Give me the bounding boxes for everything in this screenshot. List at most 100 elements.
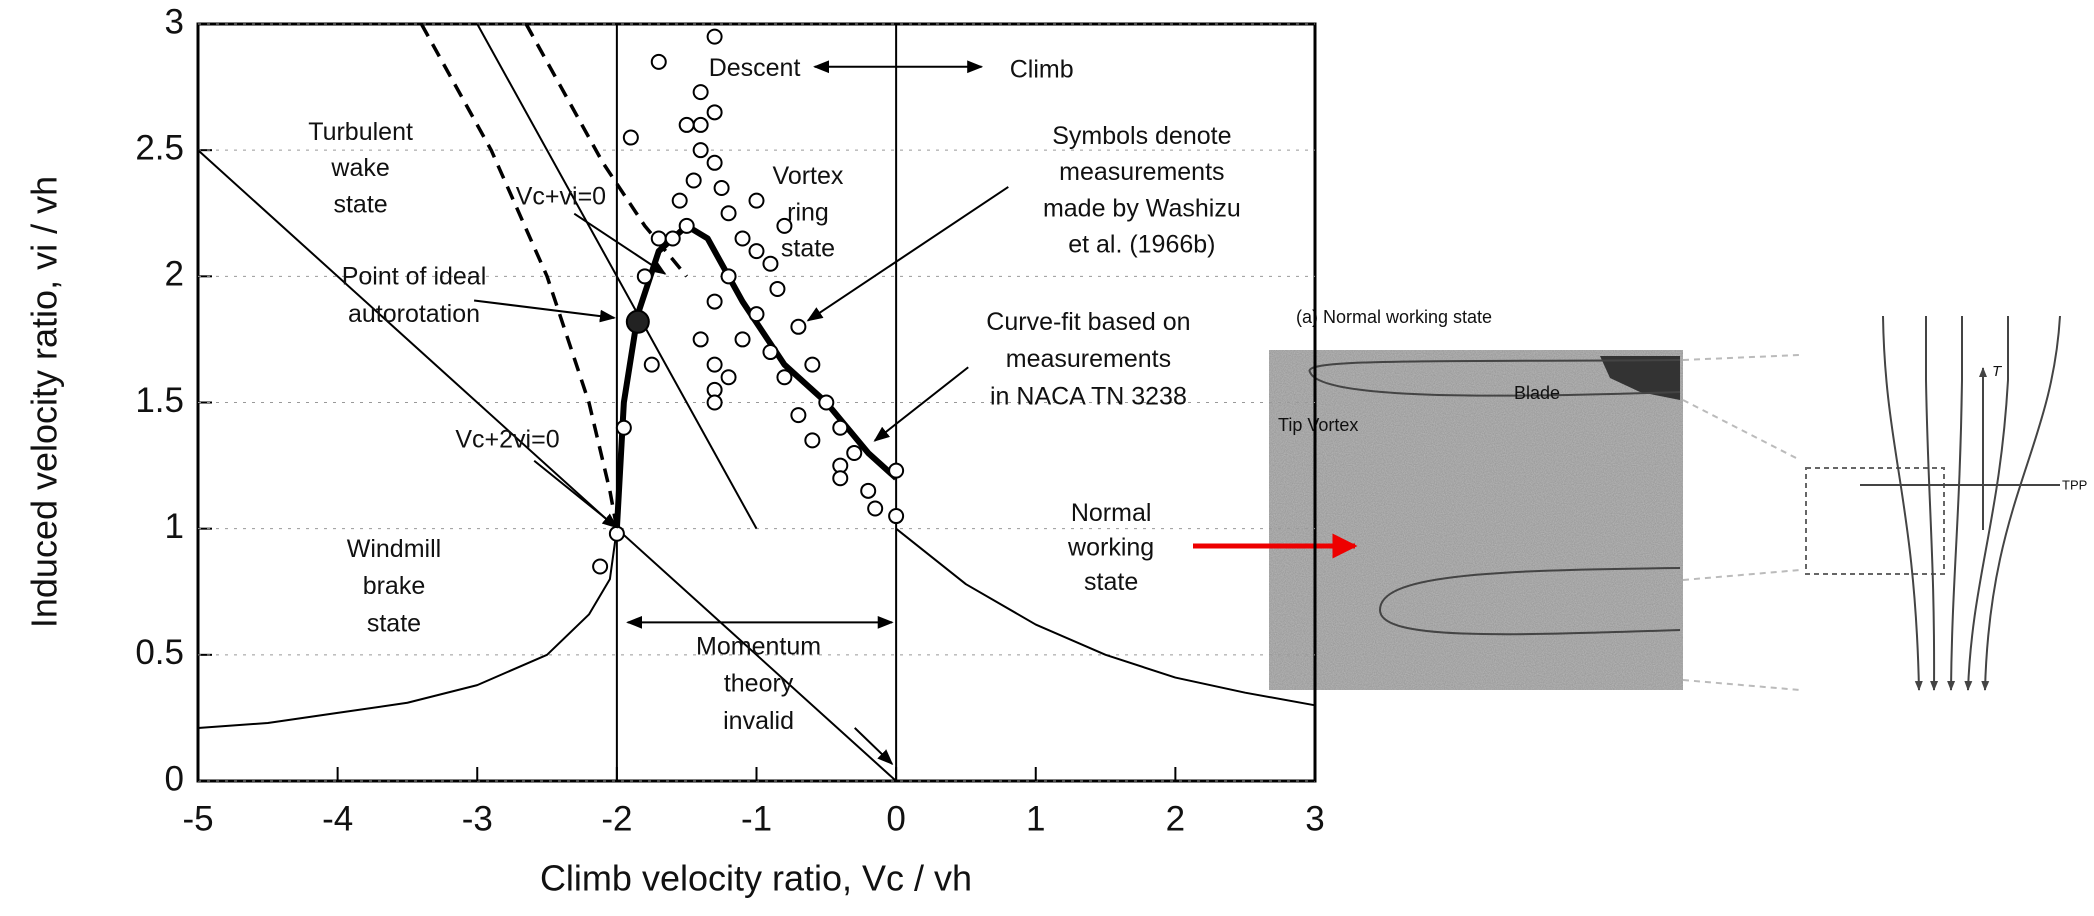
annotation: Curve-fit based on	[986, 308, 1190, 336]
streamline-diagram	[1805, 315, 2061, 691]
data-point	[692, 84, 709, 101]
annotation: invalid	[723, 707, 794, 735]
data-point	[706, 104, 723, 121]
annotation: Symbols denote	[1052, 122, 1231, 150]
data-point	[608, 525, 625, 542]
zoom-line	[1682, 679, 1801, 691]
photo-caption: (a) Normal working state	[1296, 307, 1492, 327]
data-point	[776, 217, 793, 234]
vortex-curve	[1378, 567, 1681, 636]
annotation: measurements	[1006, 345, 1171, 373]
annotation: in NACA TN 3238	[990, 383, 1187, 411]
x-tick-label: -2	[601, 799, 632, 838]
data-point	[685, 172, 702, 189]
annotation: Windmill	[347, 535, 441, 563]
annotation-arrow	[806, 186, 1009, 322]
data-point	[720, 205, 737, 222]
data-point	[664, 230, 681, 247]
x-tick-label: 1	[1026, 799, 1045, 838]
curve	[613, 222, 899, 529]
y-tick-label: 0	[165, 759, 184, 798]
streamline	[1882, 315, 1923, 691]
annotation: Momentum	[696, 632, 821, 660]
data-point	[790, 407, 807, 424]
y-tick-label: 1.5	[135, 381, 184, 420]
annotation: made by Washizu	[1043, 194, 1241, 222]
annotation: Descent	[709, 54, 801, 82]
annotation-arrow	[854, 727, 894, 766]
x-tick-label: -1	[741, 799, 772, 838]
annotation: autorotation	[348, 300, 480, 328]
data-point	[692, 331, 709, 348]
x-tick-label: 2	[1166, 799, 1185, 838]
annotation: Turbulent	[308, 118, 413, 146]
streamline	[1947, 316, 1963, 691]
curve	[419, 23, 619, 529]
data-point	[720, 268, 737, 285]
data-point	[650, 53, 667, 70]
data-point	[636, 268, 653, 285]
data-point	[748, 306, 765, 323]
curve	[197, 528, 618, 730]
data-point	[867, 500, 884, 517]
zoom-line	[1682, 569, 1801, 581]
annotation: brake	[363, 572, 426, 600]
data-point	[762, 255, 779, 272]
data-point	[804, 432, 821, 449]
photo-label: Blade	[1514, 383, 1560, 403]
annotation: ring	[787, 198, 829, 226]
data-point	[804, 356, 821, 373]
data-point	[860, 482, 877, 499]
annotation: state	[333, 190, 387, 218]
annotation-arrow	[873, 366, 969, 442]
data-point	[734, 331, 751, 348]
data-point	[769, 280, 786, 297]
annotation: state	[781, 234, 835, 262]
annotation-arrow	[533, 459, 619, 529]
data-point	[692, 142, 709, 159]
data-point	[650, 230, 667, 247]
data-point	[888, 462, 905, 479]
annotation: theory	[724, 670, 794, 698]
x-tick-label: -3	[462, 799, 493, 838]
y-tick-label: 2	[165, 255, 184, 294]
data-point	[734, 230, 751, 247]
data-point	[615, 419, 632, 436]
x-tick-label: 0	[886, 799, 905, 838]
data-point	[625, 309, 650, 334]
data-point	[776, 369, 793, 386]
photo-panel	[1269, 350, 1801, 691]
data-point	[706, 293, 723, 310]
y-tick-label: 2.5	[135, 128, 184, 167]
data-point	[748, 192, 765, 209]
data-point	[643, 356, 660, 373]
data-point	[790, 318, 807, 335]
x-tick-label: -4	[322, 799, 353, 838]
curve	[895, 527, 1316, 707]
annotation: Vc+vi=0	[516, 182, 606, 210]
data-point	[706, 394, 723, 411]
data-point	[678, 116, 695, 133]
data-point	[818, 394, 835, 411]
y-tick-label: 3	[165, 2, 184, 41]
annotation-arrow	[573, 212, 667, 275]
y-axis-title: Induced velocity ratio, vi / vh	[24, 176, 65, 628]
annotation: state	[367, 610, 421, 638]
tpp-label: TPP	[2062, 477, 2087, 492]
zoom-line	[1682, 399, 1801, 461]
annotation: measurements	[1059, 158, 1224, 186]
blade-shape	[1600, 356, 1680, 400]
streamline	[1981, 315, 2061, 691]
y-tick-label: 0.5	[135, 633, 184, 672]
disk-box	[1805, 467, 1945, 575]
data-point	[888, 508, 905, 525]
data-point	[706, 28, 723, 45]
annotation: Vortex	[773, 162, 844, 190]
data-point	[720, 369, 737, 386]
annotation: Normal	[1071, 499, 1152, 527]
data-point	[832, 470, 849, 487]
data-point	[762, 344, 779, 361]
data-point	[678, 217, 695, 234]
annotation-arrow	[473, 299, 616, 323]
